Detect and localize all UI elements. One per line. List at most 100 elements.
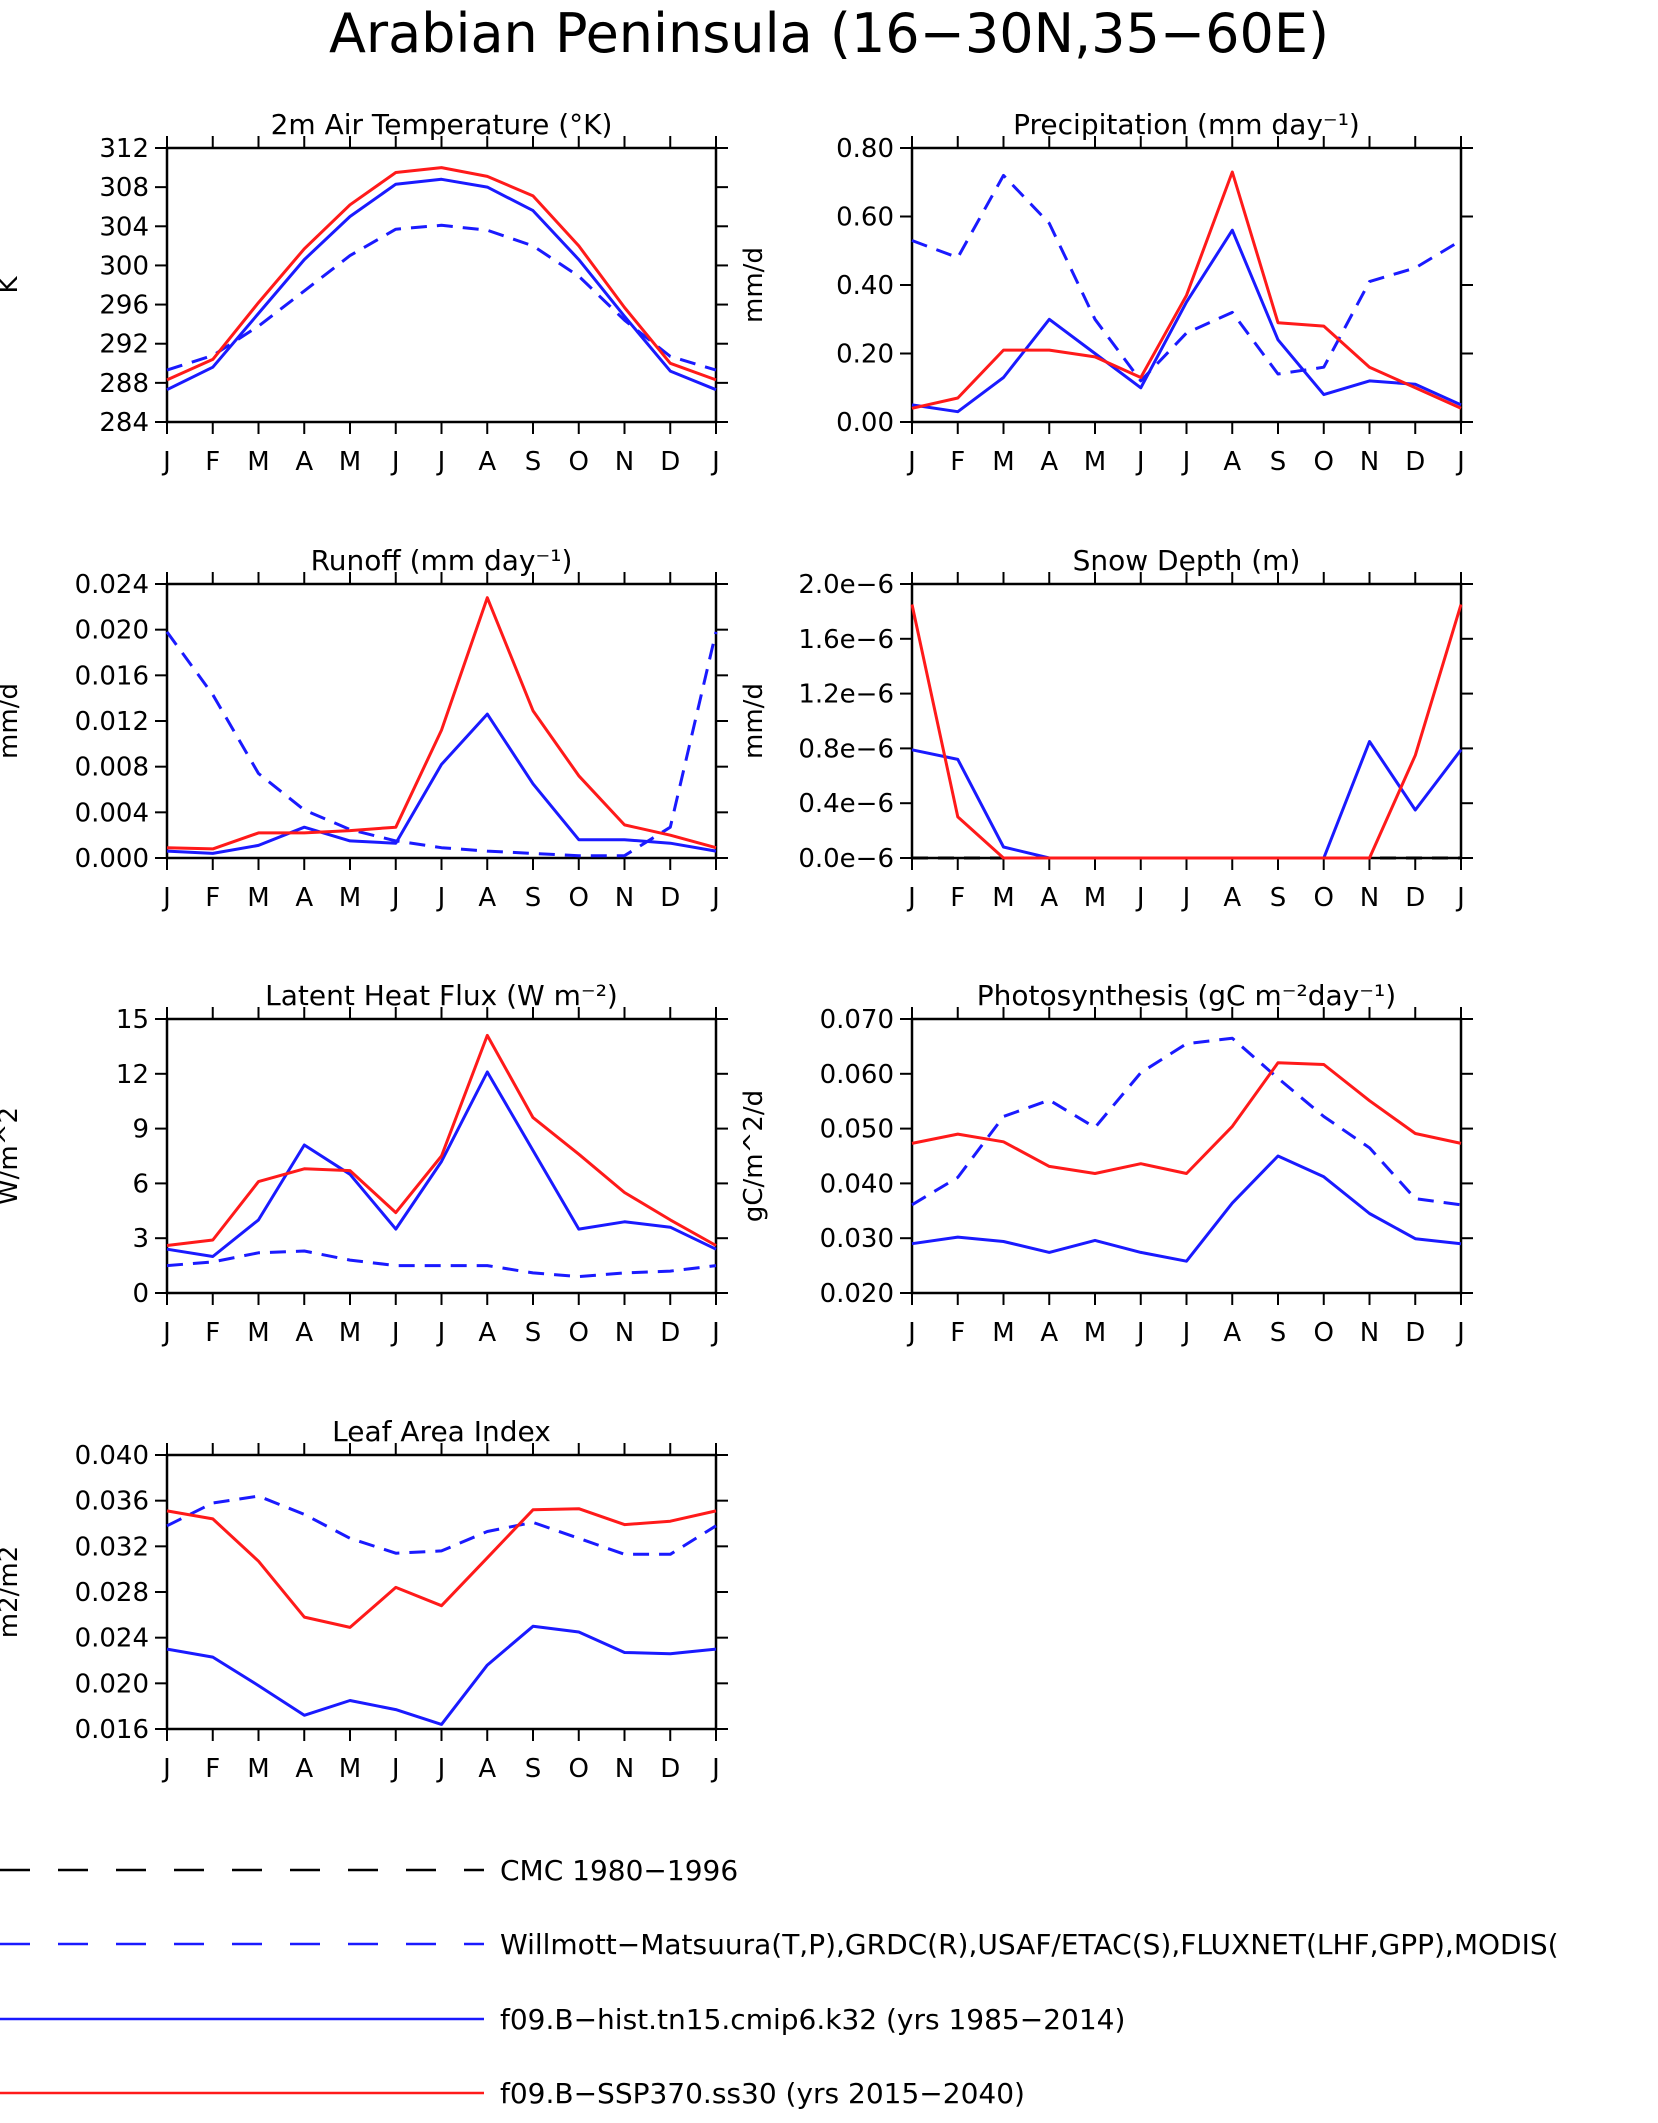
x-tick-label: J: [906, 447, 916, 477]
y-axis-label: mm/d: [739, 247, 769, 323]
x-tick-label: J: [436, 1754, 446, 1784]
x-tick-label: J: [161, 1318, 171, 1348]
x-tick-label: N: [1360, 883, 1379, 913]
y-tick-label: 0.020: [820, 1279, 894, 1309]
x-tick-label: A: [1040, 447, 1058, 477]
y-tick-label: 0.008: [75, 753, 149, 783]
x-tick-label: D: [660, 1318, 680, 1348]
x-tick-label: J: [390, 1318, 400, 1348]
plot-frame: [910, 1017, 1463, 1295]
y-tick-label: 1.2e−6: [798, 680, 894, 710]
series-line-2: [166, 177, 717, 392]
x-tick-label: D: [660, 447, 680, 477]
y-tick-label: 0.060: [820, 1060, 894, 1090]
y-tick-label: 0.80: [836, 134, 894, 164]
y-tick-label: 0.4e−6: [798, 789, 894, 819]
legend: CMC 1980−1996 Willmott−Matsuura(T,P),GRDC…: [0, 1854, 1559, 2110]
x-tick-label: A: [1040, 1318, 1058, 1348]
y-axis-label: W/m^2: [0, 1107, 24, 1205]
series-line-3: [166, 1507, 717, 1629]
x-tick-label: O: [569, 883, 589, 913]
x-tick-label: M: [339, 1318, 361, 1348]
x-tick-label: M: [1084, 447, 1106, 477]
panel-title: 2m Air Temperature (°K): [271, 108, 613, 141]
x-tick-label: J: [1455, 883, 1465, 913]
y-tick-label: 0.040: [75, 1441, 149, 1471]
x-tick-label: F: [205, 1754, 220, 1784]
y-tick-label: 0.004: [75, 798, 149, 828]
y-tick-label: 6: [132, 1169, 149, 1199]
x-tick-label: J: [710, 883, 720, 913]
chart-panel-3: Runoff (mm day⁻¹) 0.000 0.004 0.008 0.012 0.0…: [0, 544, 728, 913]
x-tick-label: O: [1314, 1318, 1334, 1348]
x-tick-label: A: [1223, 1318, 1241, 1348]
y-axis-label: m2/m2: [0, 1546, 24, 1639]
y-tick-label: 3: [132, 1224, 149, 1254]
x-tick-label: N: [615, 447, 634, 477]
y-tick-label: 292: [99, 330, 149, 360]
x-tick-label: O: [569, 1318, 589, 1348]
x-tick-label: J: [1181, 447, 1191, 477]
y-tick-label: 0.050: [820, 1115, 894, 1145]
x-tick-label: J: [436, 883, 446, 913]
x-tick-label: M: [992, 1318, 1014, 1348]
y-tick-label: 0.016: [75, 661, 149, 691]
x-tick-label: A: [295, 447, 313, 477]
x-tick-label: J: [390, 883, 400, 913]
x-tick-label: N: [615, 883, 634, 913]
chart-panel-4: Snow Depth (m) 0.0e−6 0.4e−6 0.8e−6 1.2e−6 1.…: [739, 544, 1473, 913]
y-tick-label: 0.036: [75, 1487, 149, 1517]
plot-frame: [165, 582, 718, 860]
x-tick-label: J: [161, 883, 171, 913]
series-line-3: [166, 596, 717, 851]
legend-item-3: f09.B−hist.tn15.cmip6.k32 (yrs 1985−2014…: [0, 2003, 1125, 2036]
y-tick-label: 296: [99, 291, 149, 321]
y-axis-label: K: [0, 276, 24, 294]
x-tick-label: A: [1040, 883, 1058, 913]
series-line-2: [911, 1154, 1462, 1263]
y-axis-label: gC/m^2/d: [739, 1090, 769, 1222]
x-tick-label: J: [906, 883, 916, 913]
y-tick-label: 0.070: [820, 1005, 894, 1035]
x-tick-label: J: [710, 1754, 720, 1784]
series-line-2: [166, 712, 717, 855]
legend-item-4: f09.B−SSP370.ss30 (yrs 2015−2040): [0, 2077, 1025, 2110]
y-tick-label: 0.012: [75, 707, 149, 737]
x-tick-label: A: [478, 1754, 496, 1784]
x-tick-label: D: [660, 883, 680, 913]
x-tick-label: M: [992, 447, 1014, 477]
x-tick-label: J: [710, 447, 720, 477]
x-tick-label: J: [1181, 883, 1191, 913]
panel-title: Latent Heat Flux (W m⁻²): [265, 979, 618, 1012]
legend-label: f09.B−hist.tn15.cmip6.k32 (yrs 1985−2014…: [500, 2003, 1125, 2036]
y-tick-label: 308: [99, 173, 149, 203]
x-tick-label: J: [161, 1754, 171, 1784]
x-tick-label: S: [1270, 1318, 1287, 1348]
legend-label: Willmott−Matsuura(T,P),GRDC(R),USAF/ETAC…: [500, 1928, 1559, 1961]
y-tick-label: 300: [99, 251, 149, 281]
series-line-1: [166, 1494, 717, 1556]
x-tick-label: N: [615, 1754, 634, 1784]
y-tick-label: 0.040: [820, 1169, 894, 1199]
x-tick-label: A: [1223, 883, 1241, 913]
x-tick-label: J: [390, 447, 400, 477]
series-line-2: [166, 1624, 717, 1726]
page-title: Arabian Peninsula (16−30N,35−60E): [329, 2, 1329, 65]
chart-panel-7: Leaf Area Index 0.016 0.020 0.024 0.028 0.032…: [0, 1415, 728, 1784]
series-line-2: [911, 228, 1462, 414]
panel-title: Precipitation (mm day⁻¹): [1013, 108, 1360, 141]
x-tick-label: J: [436, 1318, 446, 1348]
x-tick-label: O: [1314, 447, 1334, 477]
series-line-3: [166, 1033, 717, 1247]
y-tick-label: 1.6e−6: [798, 625, 894, 655]
x-tick-label: O: [1314, 883, 1334, 913]
legend-item-2: Willmott−Matsuura(T,P),GRDC(R),USAF/ETAC…: [0, 1928, 1559, 1961]
x-tick-label: O: [569, 447, 589, 477]
x-tick-label: A: [478, 447, 496, 477]
y-tick-label: 0.020: [75, 1669, 149, 1699]
x-tick-label: D: [1405, 1318, 1425, 1348]
x-tick-label: O: [569, 1754, 589, 1784]
x-tick-label: M: [339, 883, 361, 913]
x-tick-label: N: [615, 1318, 634, 1348]
